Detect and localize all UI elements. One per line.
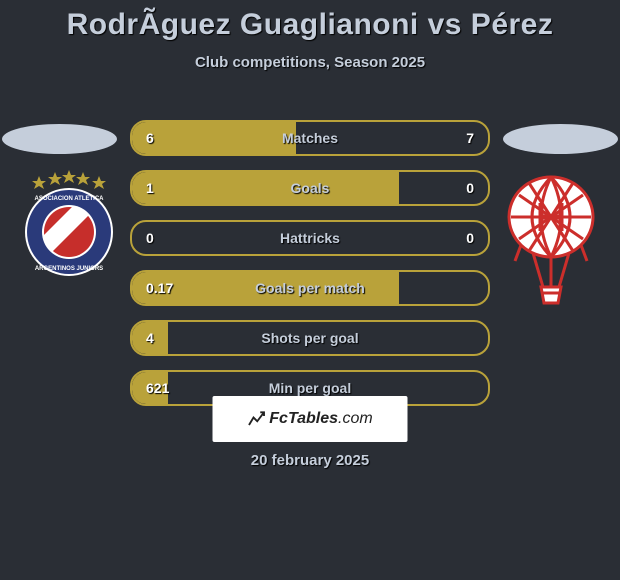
brand-text-a: Fc [269, 410, 288, 428]
bar-right-value: 0 [466, 172, 474, 204]
bar-row: 6 Matches 7 [130, 120, 490, 156]
bar-right-value: 0 [466, 222, 474, 254]
bar-right-value: 7 [466, 122, 474, 154]
left-shadow-ellipse [2, 124, 117, 154]
bar-row: 1 Goals 0 [130, 170, 490, 206]
bar-label: Goals [132, 172, 488, 204]
svg-text:ARGENTINOS JUNIORS: ARGENTINOS JUNIORS [35, 266, 103, 272]
footer-brand: FcTables.com [213, 396, 408, 442]
bar-label: Matches [132, 122, 488, 154]
bar-label: Goals per match [132, 272, 488, 304]
bar-row: 4 Shots per goal [130, 320, 490, 356]
brand-text-c: .com [338, 410, 373, 428]
page-subtitle: Club competitions, Season 2025 [0, 54, 620, 71]
bar-row: 0.17 Goals per match [130, 270, 490, 306]
right-shadow-ellipse [503, 124, 618, 154]
bar-label: Hattricks [132, 222, 488, 254]
right-club-badge [496, 175, 606, 320]
brand-text-b: Tables [288, 410, 338, 428]
page-title: RodrÃ­guez Guaglianoni vs Pérez [0, 0, 620, 42]
bar-label: Shots per goal [132, 322, 488, 354]
left-club-badge: ASOCIACION ATLETICA ARGENTINOS JUNIORS [14, 170, 124, 285]
huracan-icon [501, 175, 601, 315]
stat-bars: 6 Matches 7 1 Goals 0 0 Hattricks 0 0.17… [130, 120, 490, 420]
argentinos-juniors-icon: ASOCIACION ATLETICA ARGENTINOS JUNIORS [19, 170, 119, 280]
svg-text:ASOCIACION ATLETICA: ASOCIACION ATLETICA [35, 196, 105, 202]
footer-date: 20 february 2025 [0, 452, 620, 469]
chart-line-icon [247, 410, 265, 428]
bar-row: 0 Hattricks 0 [130, 220, 490, 256]
